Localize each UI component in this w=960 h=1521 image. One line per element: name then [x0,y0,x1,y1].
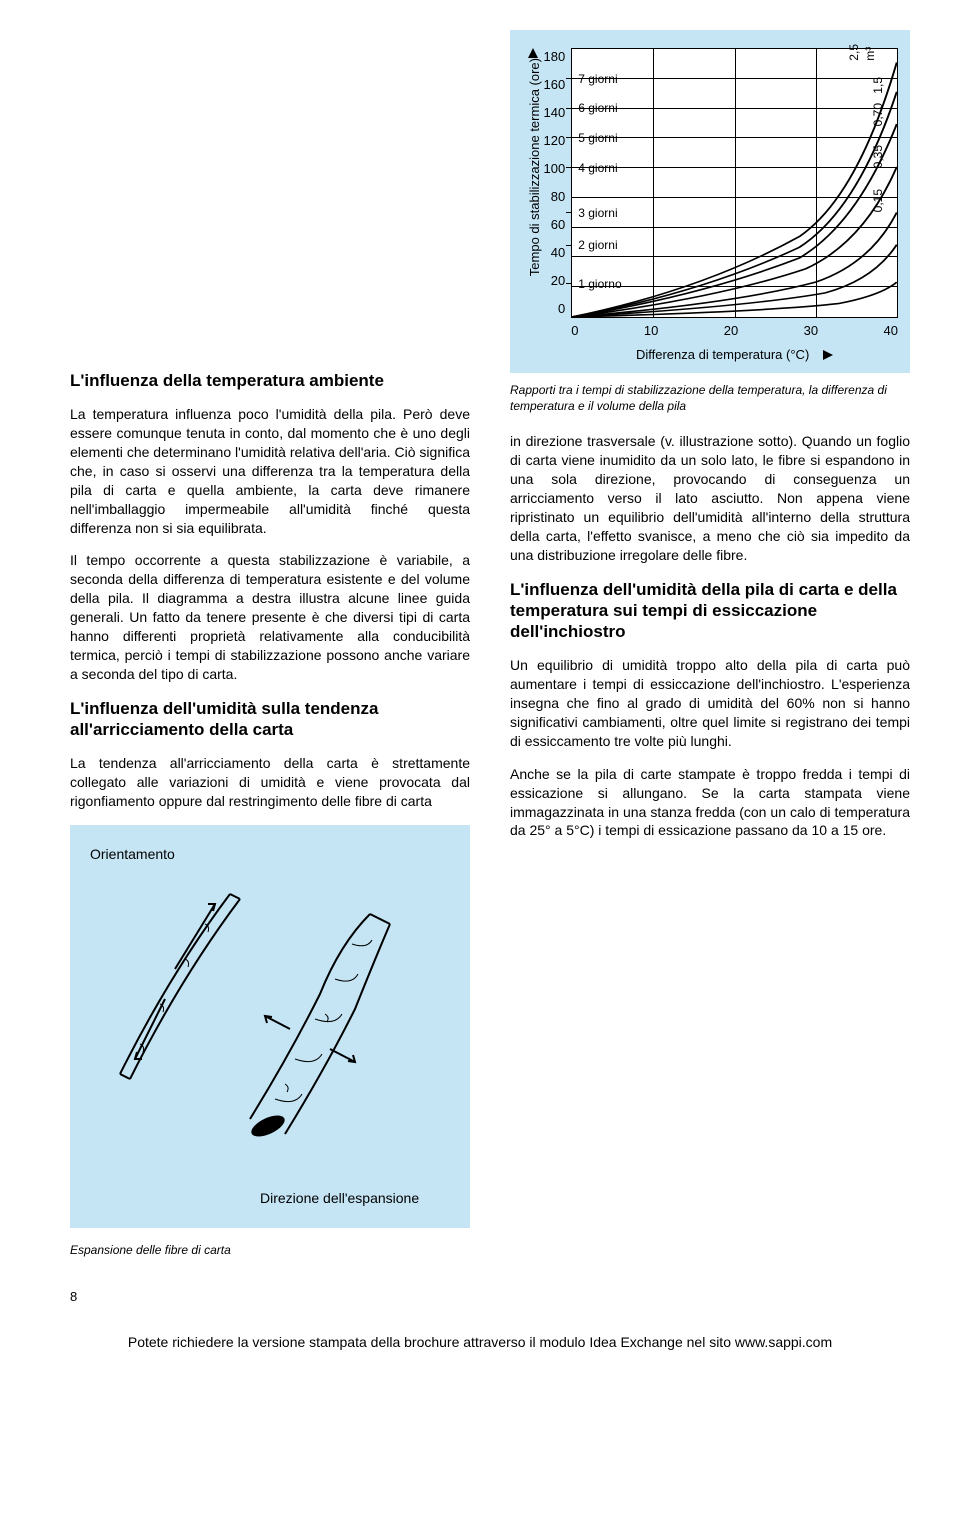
para-temp-1: La temperatura influenza poco l'umidità … [70,405,470,537]
y-ticks: 180 160 140 120 100 80 60 40 20 0 [544,48,572,318]
series-label: 3 giorni [578,205,617,221]
fiber-caption: Espansione delle fibre di carta [70,1242,470,1258]
series-label: 5 giorni [578,130,617,146]
series-label: 1 giorno [578,276,621,292]
y-tick: 160 [544,76,566,94]
x-ticks: 0 10 20 30 40 [571,322,898,340]
x-axis-label: Differenza di temperatura (°C) [636,346,809,364]
y-tick: 140 [544,104,566,122]
fiber-illustration: Orientamento [70,825,470,1228]
right-axis-label: 0,70 [870,103,886,126]
fiber-label-orientation: Orientamento [90,845,450,864]
y-tick: 180 [544,48,566,66]
heading-ink: L'influenza dell'umidità della pila di c… [510,579,910,643]
y-tick: 0 [558,300,565,318]
stabilization-chart: Tempo di stabilizzazione termica (ore) 1… [510,30,910,373]
x-tick: 0 [571,322,578,340]
para-curl: La tendenza all'arricciamento della cart… [70,754,470,811]
series-label: 6 giorni [578,100,617,116]
y-tick: 60 [551,216,565,234]
fiber-svg [90,864,450,1184]
footer-text: Potete richiedere la versione stampata d… [0,1333,960,1362]
y-tick: 100 [544,160,566,178]
y-tick: 120 [544,132,566,150]
y-tick: 40 [551,244,565,262]
series-label: 2 giorni [578,237,617,253]
y-tick: 80 [551,188,565,206]
series-label: 7 giorni [578,71,617,87]
series-label: 4 giorni [578,160,617,176]
y-tick: 20 [551,272,565,290]
x-arrow-icon [819,346,833,364]
para-right-3: Anche se la pila di carte stampate è tro… [510,765,910,841]
fiber-label-expansion: Direzione dell'espansione [260,1189,450,1208]
heading-temperature: L'influenza della temperatura ambiente [70,370,470,391]
para-right-1: in direzione trasversale (v. illustrazio… [510,432,910,564]
right-axis-label: 1,5 [870,77,886,94]
x-tick: 40 [884,322,898,340]
left-column: L'influenza della temperatura ambiente L… [70,30,470,1258]
x-tick: 20 [724,322,738,340]
para-temp-2: Il tempo occorrente a questa stabilizzaz… [70,551,470,683]
y-arrow-icon [528,48,538,58]
heading-curl: L'influenza dell'umidità sulla tendenza … [70,698,470,741]
right-axis-label: 2,5 m³ [845,44,877,61]
right-column: Tempo di stabilizzazione termica (ore) 1… [510,30,910,1258]
para-right-2: Un equilibrio di umidità troppo alto del… [510,656,910,750]
right-axis-label: 0,35 [870,145,886,168]
x-tick: 10 [644,322,658,340]
x-tick: 30 [804,322,818,340]
chart-caption: Rapporti tra i tempi di stabilizzazione … [510,383,910,414]
right-axis-label: 0,15 [870,189,886,212]
y-axis-label: Tempo di stabilizzazione termica (ore) [522,58,544,276]
plot-area: 7 giorni 6 giorni 5 giorni 4 giorni 3 giorni… [571,48,898,318]
page-number: 8 [70,1288,910,1306]
